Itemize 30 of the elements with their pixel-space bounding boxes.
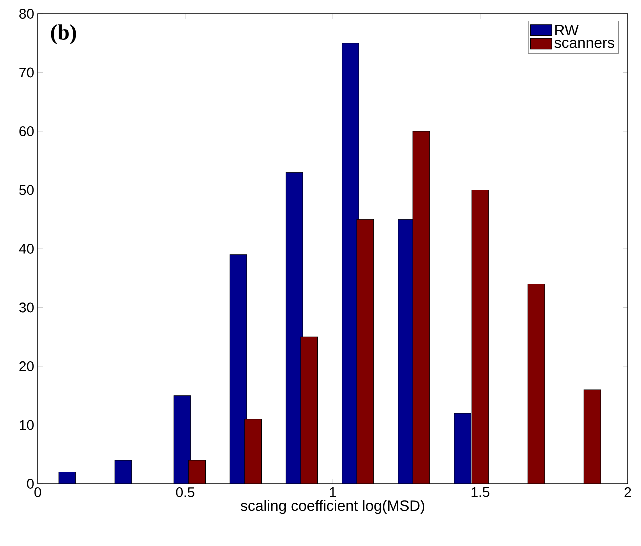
x-tick-label: 2: [624, 488, 632, 498]
y-tick-label: 60: [20, 126, 34, 136]
bar: [454, 413, 472, 484]
x-tick-label: 1: [330, 488, 336, 498]
y-tick-label: 30: [19, 302, 34, 313]
y-tick-label: 50: [20, 185, 34, 196]
x-tick-label: 0: [34, 488, 42, 498]
bar: [584, 390, 602, 484]
x-tick-label: 1.5: [472, 488, 490, 498]
bar: [356, 219, 374, 484]
chart-title: (b): [51, 24, 76, 44]
y-tick-label: 80: [20, 9, 34, 19]
legend-label: scanners: [554, 40, 614, 48]
bar: [528, 284, 546, 484]
bar: [472, 190, 490, 484]
bar: [188, 460, 206, 484]
y-tick-label: 70: [20, 68, 34, 78]
x-tick-label: 0.5: [176, 488, 195, 498]
y-tick-label: 0: [27, 479, 34, 489]
bar: [174, 396, 192, 484]
bar: [114, 460, 132, 484]
y-tick-label: 10: [20, 420, 34, 430]
bar: [300, 336, 318, 484]
bar: [244, 419, 262, 484]
y-tick-label: 40: [19, 244, 34, 254]
y-tick-label: 20: [20, 362, 34, 372]
x-axis-title: scaling coefficient log(MSD): [240, 500, 425, 514]
legend-label: RW: [556, 25, 579, 36]
bar: [412, 131, 430, 484]
bar: [230, 254, 248, 484]
